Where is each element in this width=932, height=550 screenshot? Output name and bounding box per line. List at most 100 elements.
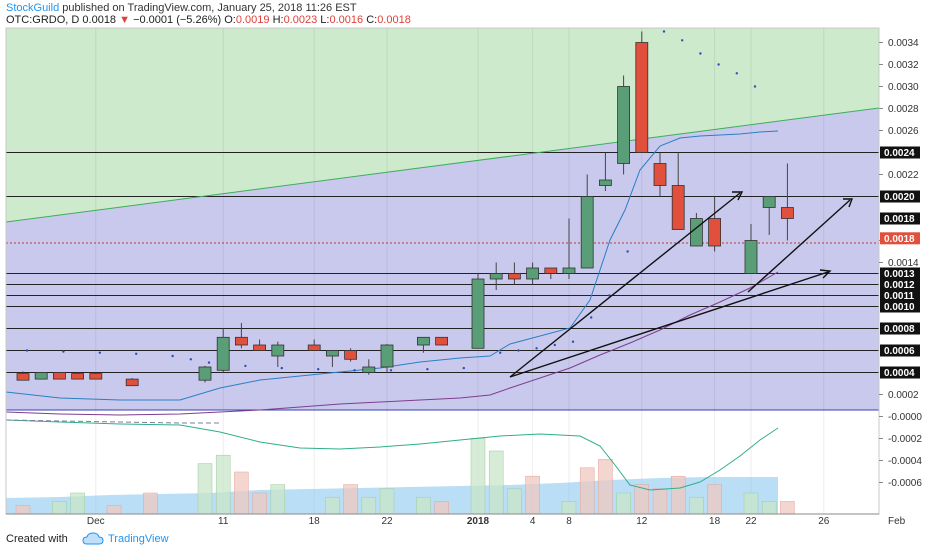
sar-dot bbox=[735, 72, 738, 75]
current-price-tag-label: 0.0018 bbox=[884, 234, 915, 245]
arrow-1 bbox=[509, 192, 741, 378]
published-text: published on TradingView.com, January 25… bbox=[59, 2, 357, 14]
level-tag-label: 0.0018 bbox=[884, 214, 915, 225]
candle-body bbox=[599, 179, 612, 186]
x-tick-label: 2018 bbox=[467, 516, 490, 527]
volume-bar bbox=[670, 475, 686, 514]
volume-bar bbox=[343, 484, 358, 514]
x-tick-label: 26 bbox=[818, 516, 830, 527]
y-tick-label: -0.0000 bbox=[888, 412, 922, 423]
symbol-label[interactable]: OTC:GRDO, D bbox=[6, 14, 80, 26]
y-tick-label: -0.0002 bbox=[888, 434, 922, 445]
arrow-3 bbox=[747, 199, 851, 293]
candle-body bbox=[362, 366, 376, 373]
candle-body bbox=[216, 336, 230, 371]
x-tick-label: 4 bbox=[530, 516, 536, 527]
x-tick-label: 18 bbox=[709, 516, 721, 527]
arrow-3-head bbox=[843, 198, 854, 208]
level-tag-label: 0.0006 bbox=[884, 346, 915, 357]
candle-body bbox=[744, 240, 758, 274]
oscillator-line bbox=[6, 419, 779, 491]
open-label: O: bbox=[224, 14, 236, 26]
low-value: 0.0016 bbox=[329, 14, 364, 26]
candle-body bbox=[253, 344, 267, 351]
sar-dot bbox=[699, 52, 702, 55]
level-tag-bg bbox=[880, 267, 920, 280]
volume-bar bbox=[197, 463, 213, 514]
level-tag-bg bbox=[880, 300, 920, 313]
volume-bar bbox=[325, 496, 340, 514]
sar-dot bbox=[62, 350, 65, 353]
candle-body bbox=[16, 373, 30, 381]
x-tick-label: Feb bbox=[888, 516, 906, 527]
y-tick-label: 0.0034 bbox=[888, 38, 919, 49]
candle-body bbox=[53, 372, 66, 380]
level-tag-bg bbox=[880, 366, 920, 379]
volume-bar bbox=[689, 496, 704, 514]
ma-blue-line bbox=[6, 130, 779, 401]
candle-body bbox=[489, 273, 503, 280]
level-tag-label: 0.0010 bbox=[884, 302, 915, 313]
volume-bar bbox=[634, 484, 650, 514]
candle-body bbox=[234, 336, 248, 346]
level-tag-bg bbox=[880, 278, 920, 291]
y-tick-label: 0.0032 bbox=[888, 60, 919, 71]
y-tick-label: 0.0014 bbox=[888, 258, 919, 269]
y-tick-label: 0.0030 bbox=[888, 82, 919, 93]
volume-bar bbox=[270, 484, 286, 514]
candle-body bbox=[471, 278, 485, 349]
publisher-name[interactable]: StockGuild bbox=[6, 2, 60, 14]
sar-dot bbox=[753, 85, 757, 88]
level-tag-label: 0.0020 bbox=[884, 192, 915, 203]
sar-dot bbox=[353, 369, 356, 372]
ohlc-legend: OTC:GRDO, D 0.0018 ▼ −0.0001 (−5.26%) O:… bbox=[6, 14, 411, 26]
volume-bar bbox=[416, 496, 431, 514]
candle-body bbox=[635, 42, 649, 153]
candle-body bbox=[71, 373, 84, 380]
y-tick-label: 0.0022 bbox=[888, 170, 919, 181]
y-tick-label: 0.0028 bbox=[888, 104, 919, 115]
level-tag-label: 0.0012 bbox=[884, 280, 915, 291]
x-tick-label: 12 bbox=[636, 516, 648, 527]
candle-body bbox=[580, 196, 594, 269]
volume-bar bbox=[234, 471, 249, 514]
candle-body bbox=[762, 196, 776, 208]
level-tag-bg bbox=[880, 344, 920, 357]
volume-bar bbox=[525, 475, 540, 514]
low-label: L: bbox=[320, 14, 330, 26]
candle-body bbox=[271, 344, 285, 357]
y-tick-label: 0.0002 bbox=[888, 390, 919, 401]
candle-body bbox=[34, 372, 48, 380]
level-tag-label: 0.0004 bbox=[884, 368, 915, 379]
volume-bar bbox=[361, 496, 377, 514]
current-price-tag-bg bbox=[880, 232, 920, 245]
volume-bar bbox=[15, 505, 31, 514]
upper-trendline bbox=[6, 107, 879, 223]
sar-dot bbox=[171, 354, 174, 358]
green-upper-zone bbox=[6, 28, 879, 222]
y-tick-label: -0.0004 bbox=[888, 456, 922, 467]
sar-dot bbox=[462, 366, 465, 370]
sar-dot bbox=[517, 349, 520, 352]
sar-dot bbox=[626, 250, 629, 253]
price-level-tags: 0.00240.00200.00180.00130.00120.00110.00… bbox=[880, 146, 920, 379]
candle-body bbox=[325, 350, 339, 357]
volume-bar bbox=[143, 492, 158, 514]
price-candles bbox=[16, 31, 794, 387]
volume-bar bbox=[52, 501, 67, 514]
sar-dot bbox=[189, 358, 192, 361]
candle-body bbox=[690, 218, 703, 247]
volume-bar bbox=[379, 488, 395, 514]
volume-bar bbox=[434, 501, 449, 514]
price-change: −0.0001 (−5.26%) bbox=[133, 14, 222, 26]
price-axis: 0.0034 0.0032 0.0030 0.0028 0.0026 0.0022 0.00… bbox=[879, 38, 922, 489]
volume-bars bbox=[15, 438, 795, 514]
volume-bar bbox=[252, 492, 267, 514]
x-tick-label: 18 bbox=[309, 516, 321, 527]
volume-bar bbox=[70, 492, 85, 514]
candle-body bbox=[344, 350, 358, 360]
candle-body bbox=[671, 185, 685, 230]
tradingview-brand[interactable]: TradingView bbox=[108, 533, 169, 545]
parabolic-sar-dots bbox=[25, 30, 757, 372]
